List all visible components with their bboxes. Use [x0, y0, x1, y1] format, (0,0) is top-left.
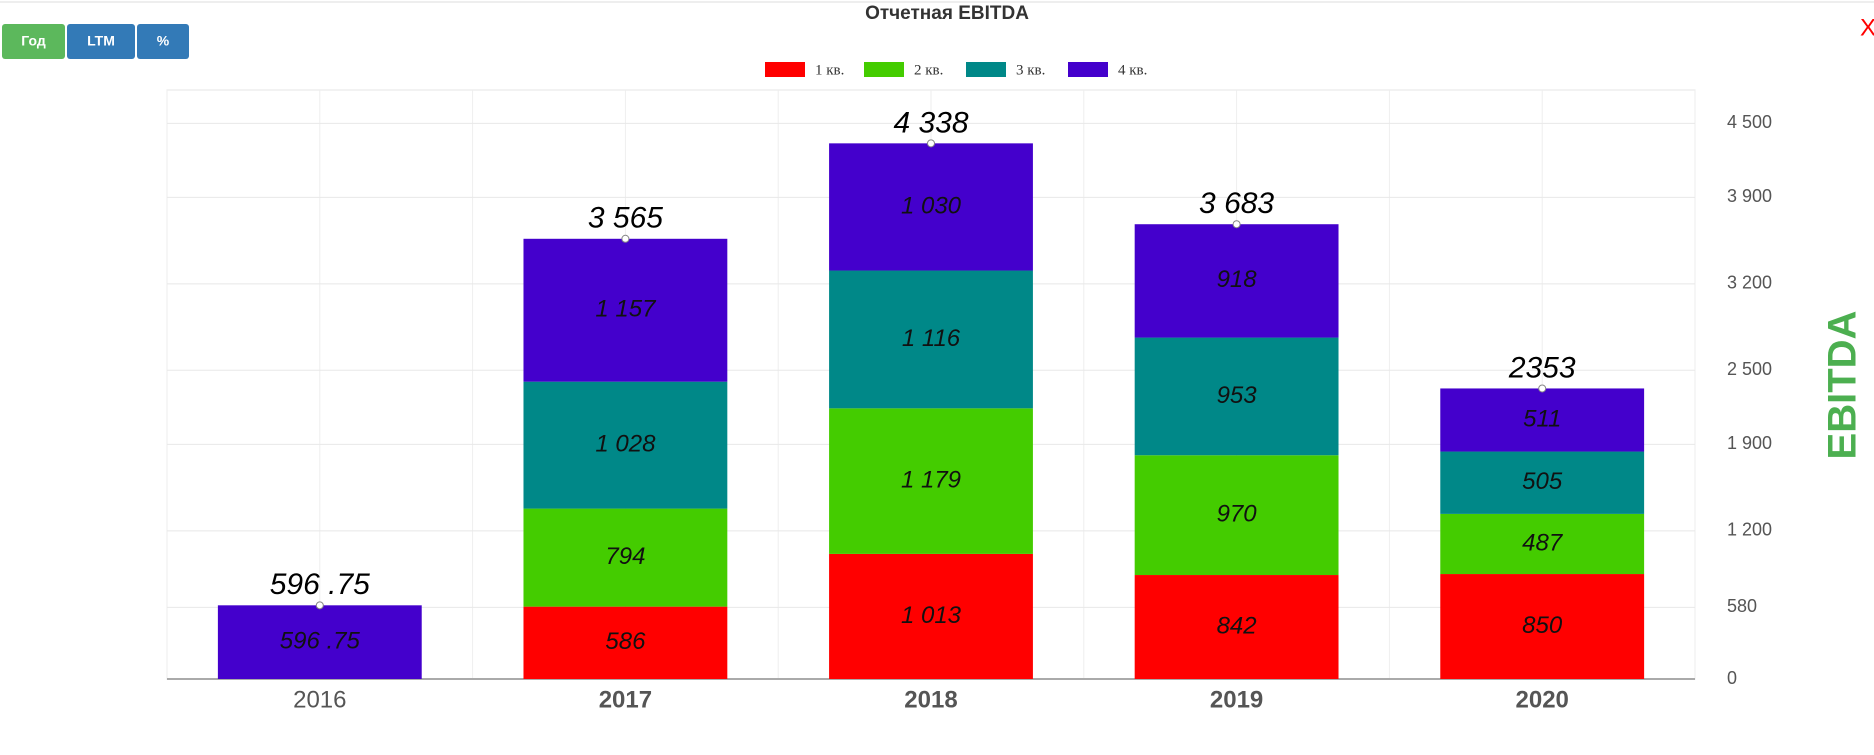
- bar-segment: [523, 238, 728, 382]
- total-marker: [1232, 220, 1241, 229]
- bar-segment: [1134, 455, 1339, 576]
- legend-swatch: [864, 62, 904, 77]
- x-tick-label: 2020: [1516, 686, 1569, 713]
- bar-segment: [1440, 574, 1645, 679]
- value-label: 1 030: [901, 192, 962, 219]
- value-label: 1 028: [595, 430, 656, 457]
- bar-segment: [1440, 451, 1645, 514]
- total-marker: [315, 601, 324, 610]
- y-tick-label: 2 500: [1727, 359, 1772, 379]
- total-marker: [1538, 384, 1547, 393]
- button[interactable]: [2, 24, 65, 59]
- value-label: 953: [1217, 382, 1258, 409]
- y-tick-label: 0: [1727, 668, 1737, 688]
- bar-segment: [523, 381, 728, 509]
- button-label[interactable]: LTM: [87, 33, 115, 49]
- total-label: 3 683: [1199, 187, 1274, 220]
- y-tick-label: 1 200: [1727, 520, 1772, 540]
- value-label: 918: [1217, 266, 1258, 293]
- value-label: 970: [1217, 500, 1258, 527]
- value-label: 1 179: [901, 466, 961, 493]
- bar-segment: [829, 143, 1033, 271]
- legend-swatch: [1068, 62, 1108, 77]
- y-tick-label: 1 900: [1727, 433, 1772, 453]
- value-label: 596 .75: [280, 628, 361, 655]
- y-axis-title: EBITDA: [1821, 311, 1865, 460]
- chart-title: Отчетная EBITDA: [865, 3, 1029, 24]
- bar-segment: [523, 508, 728, 607]
- legend-label: 4 кв.: [1118, 62, 1147, 78]
- bar-segment: [829, 408, 1033, 554]
- bar-segment: [829, 553, 1033, 679]
- button-label[interactable]: %: [157, 33, 170, 49]
- button[interactable]: [137, 24, 189, 59]
- bar-segment: [523, 606, 728, 679]
- button[interactable]: [67, 24, 135, 59]
- total-label: 4 338: [893, 106, 968, 139]
- value-label: 487: [1522, 529, 1564, 556]
- total-marker: [927, 139, 935, 148]
- y-tick-label: 3 200: [1727, 273, 1772, 293]
- legend-swatch: [966, 62, 1006, 77]
- value-label: 850: [1522, 612, 1563, 639]
- total-label: 596 .75: [270, 568, 370, 601]
- bar-segment: [1134, 575, 1339, 679]
- legend-label: 2 кв.: [914, 62, 943, 78]
- bar-segment: [829, 270, 1033, 409]
- value-label: 586: [605, 628, 646, 655]
- button-label[interactable]: Год: [21, 33, 46, 49]
- y-tick-label: 3 900: [1727, 186, 1772, 206]
- value-label: 842: [1217, 612, 1257, 639]
- bar-segment: [1134, 337, 1339, 456]
- total-label: 3 565: [588, 202, 663, 235]
- total-marker: [621, 234, 630, 243]
- bar-segment: [1440, 388, 1645, 452]
- value-label: 1 116: [902, 325, 961, 352]
- bar-segment: [1440, 513, 1645, 575]
- x-tick-label: 2016: [293, 686, 346, 713]
- y-tick-label: 4 500: [1727, 112, 1772, 132]
- value-label: 794: [605, 543, 645, 570]
- legend-swatch: [765, 62, 805, 77]
- value-label: 1 013: [901, 602, 962, 629]
- legend-label: 1 кв.: [815, 62, 844, 78]
- legend-label: 3 кв.: [1016, 62, 1045, 78]
- x-tick-label: 2017: [599, 686, 652, 713]
- bar-segment: [1134, 224, 1339, 338]
- close-button[interactable]: X: [1860, 14, 1874, 41]
- x-tick-label: 2018: [904, 686, 957, 713]
- value-label: 511: [1523, 405, 1561, 432]
- total-label: 2353: [1508, 351, 1576, 384]
- y-tick-label: 580: [1727, 596, 1757, 616]
- bar-segment: [217, 605, 422, 679]
- value-label: 1 157: [595, 296, 657, 323]
- value-label: 505: [1522, 468, 1563, 495]
- x-tick-label: 2019: [1210, 686, 1263, 713]
